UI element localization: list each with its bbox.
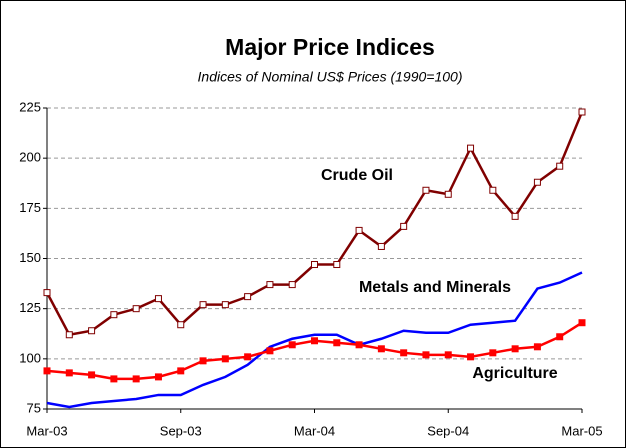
point-marker bbox=[311, 337, 318, 345]
point-marker bbox=[221, 355, 229, 363]
point-marker bbox=[533, 178, 541, 186]
y-tick-label: 75 bbox=[27, 400, 41, 415]
series-label: Agriculture bbox=[472, 365, 557, 382]
y-tick-label: 225 bbox=[19, 99, 41, 114]
point-marker bbox=[288, 281, 296, 289]
point-marker bbox=[288, 341, 296, 349]
point-marker bbox=[400, 222, 408, 230]
point-marker bbox=[154, 373, 162, 381]
point-marker bbox=[422, 351, 430, 359]
point-marker bbox=[266, 281, 274, 289]
point-marker bbox=[377, 242, 385, 250]
series-label: Metals and Minerals bbox=[359, 279, 511, 296]
point-marker bbox=[333, 339, 341, 347]
point-marker bbox=[132, 375, 140, 383]
y-tick-label: 125 bbox=[19, 300, 41, 315]
y-tick-label: 150 bbox=[19, 250, 41, 265]
point-marker bbox=[556, 162, 564, 170]
point-marker bbox=[311, 261, 318, 269]
point-marker bbox=[444, 351, 452, 359]
x-tick-label: Mar-05 bbox=[561, 423, 602, 438]
point-marker bbox=[199, 357, 207, 365]
point-marker bbox=[377, 345, 385, 353]
point-marker bbox=[199, 301, 207, 309]
point-marker bbox=[556, 333, 564, 341]
point-marker bbox=[88, 327, 96, 335]
point-marker bbox=[400, 349, 408, 357]
chart-title: Major Price Indices bbox=[225, 34, 435, 60]
x-tick-label: Sep-04 bbox=[427, 423, 469, 438]
point-marker bbox=[244, 293, 252, 301]
point-marker bbox=[467, 353, 475, 361]
chart-subtitle: Indices of Nominal US$ Prices (1990=100) bbox=[198, 69, 463, 85]
series-label: Crude Oil bbox=[321, 167, 393, 184]
point-marker bbox=[489, 186, 497, 194]
point-marker bbox=[221, 301, 229, 309]
point-marker bbox=[266, 347, 274, 355]
point-marker bbox=[578, 319, 586, 327]
point-marker bbox=[177, 321, 185, 329]
point-marker bbox=[110, 311, 118, 319]
series-line bbox=[46, 271, 583, 409]
point-marker bbox=[355, 341, 363, 349]
y-tick-label: 200 bbox=[19, 150, 41, 165]
point-marker bbox=[578, 108, 586, 116]
point-marker bbox=[444, 190, 452, 198]
point-marker bbox=[489, 349, 497, 357]
point-marker bbox=[333, 261, 341, 269]
point-marker bbox=[43, 367, 51, 375]
point-marker bbox=[533, 343, 541, 351]
point-marker bbox=[467, 144, 475, 152]
point-marker bbox=[511, 345, 519, 353]
point-marker bbox=[177, 367, 185, 375]
point-marker bbox=[422, 186, 430, 194]
point-marker bbox=[43, 289, 51, 297]
point-marker bbox=[244, 353, 252, 361]
y-tick-label: 100 bbox=[19, 350, 41, 365]
point-marker bbox=[65, 331, 73, 339]
point-marker bbox=[132, 305, 140, 313]
x-tick-label: Mar-04 bbox=[294, 423, 335, 438]
point-marker bbox=[110, 375, 118, 383]
point-marker bbox=[154, 295, 162, 303]
x-tick-label: Mar-03 bbox=[26, 423, 67, 438]
point-marker bbox=[511, 212, 519, 220]
point-marker bbox=[88, 371, 96, 379]
point-marker bbox=[65, 369, 73, 377]
point-marker bbox=[355, 226, 363, 234]
x-tick-label: Sep-03 bbox=[160, 423, 202, 438]
y-tick-label: 175 bbox=[19, 200, 41, 215]
